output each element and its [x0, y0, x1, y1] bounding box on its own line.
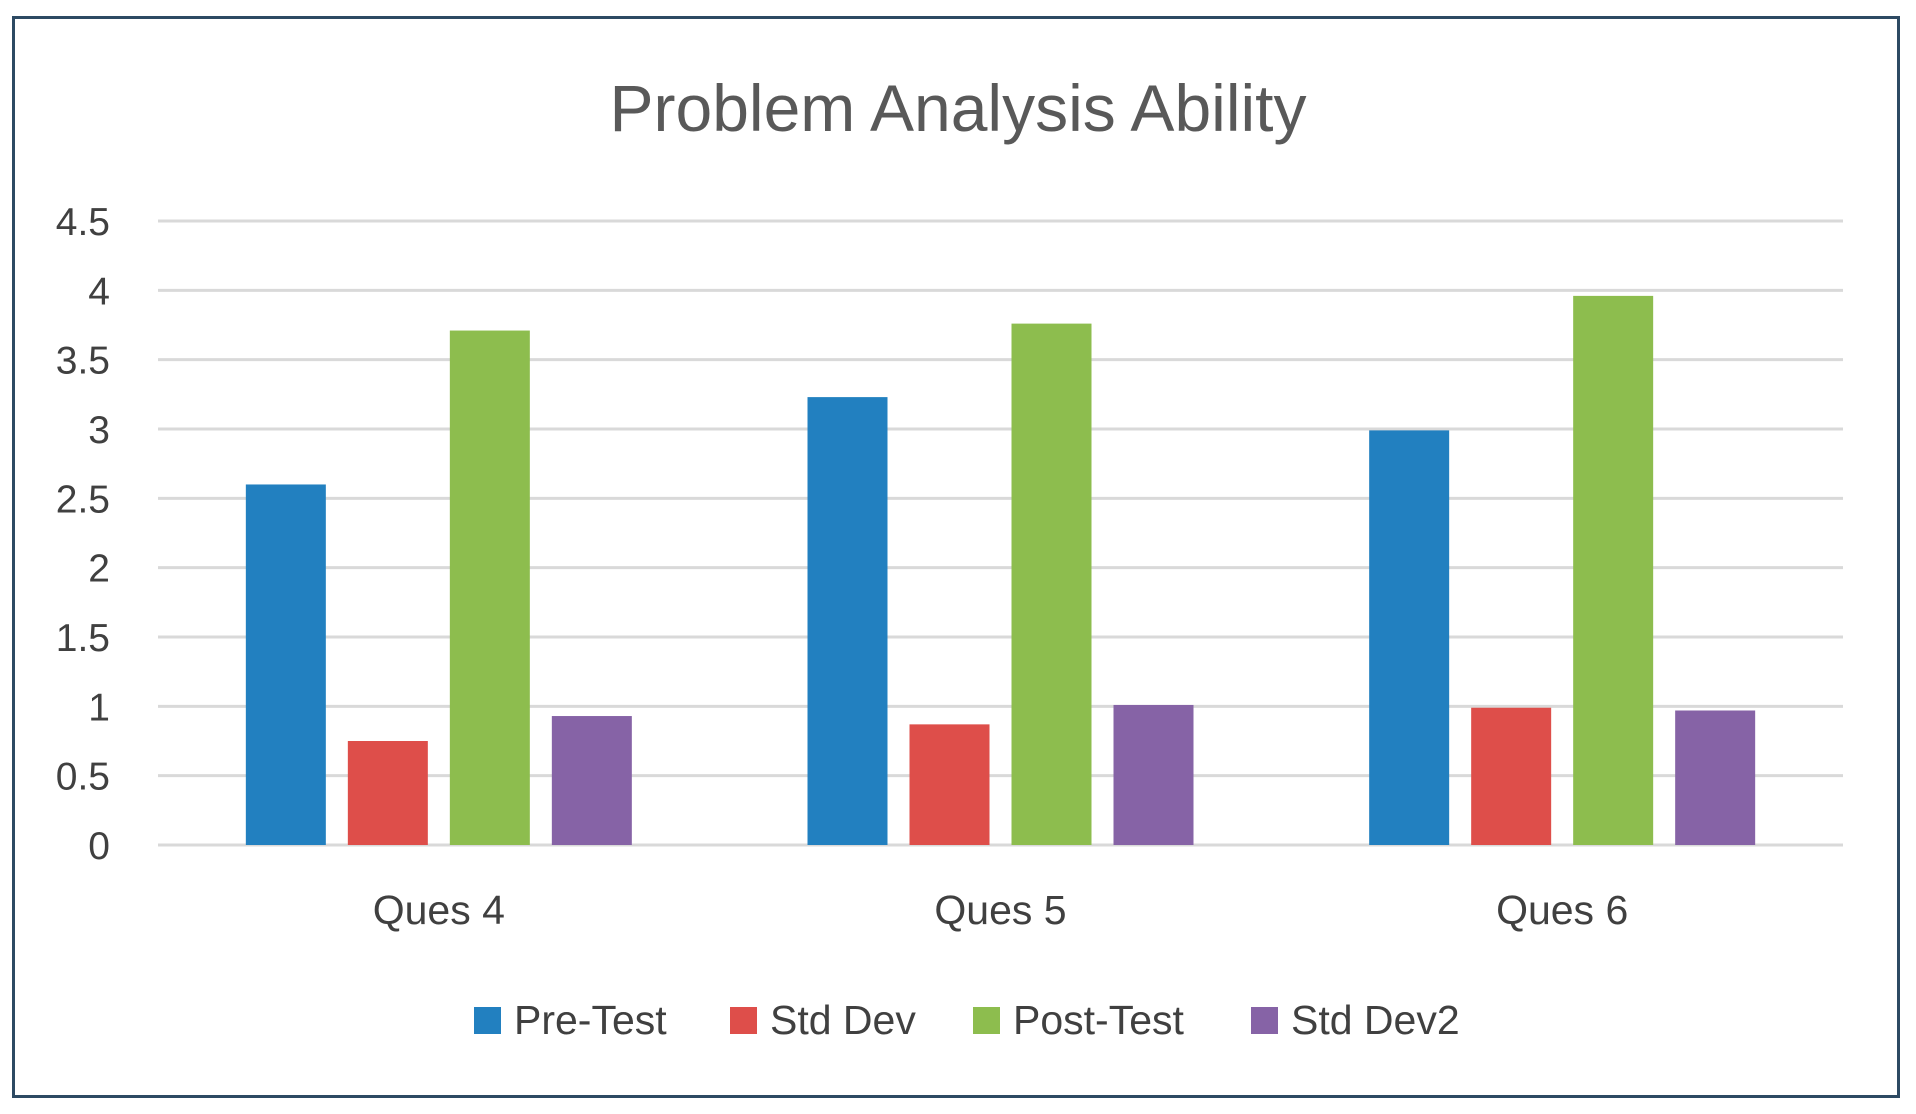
- y-tick-label: 3.5: [56, 340, 110, 383]
- legend-label: Std Dev: [770, 997, 916, 1043]
- bar-std-dev2-ques-5: [1113, 704, 1194, 845]
- y-tick-label: 1.5: [56, 617, 110, 660]
- x-tick-label: Ques 6: [1496, 887, 1628, 933]
- bar-pre-test-ques-5: [807, 397, 888, 845]
- y-tick-label: 3: [88, 409, 110, 452]
- legend-swatch: [1251, 1007, 1278, 1034]
- legend-swatch: [730, 1007, 757, 1034]
- y-tick-label: 4: [88, 270, 110, 313]
- legend: Pre-Test Std Dev Post-Test Std Dev2: [474, 997, 1460, 1043]
- y-tick-label: 2: [88, 548, 110, 591]
- legend-label: Std Dev2: [1291, 997, 1460, 1043]
- y-tick-label: 0.5: [56, 756, 110, 799]
- legend-swatch: [973, 1007, 1000, 1034]
- y-tick-label: 4.5: [56, 201, 110, 244]
- bar-std-dev-ques-6: [1471, 707, 1552, 845]
- bar-std-dev-ques-5: [909, 724, 990, 845]
- bar-pre-test-ques-4: [245, 484, 326, 845]
- x-tick-label: Ques 4: [373, 887, 505, 933]
- bar-post-test-ques-5: [1011, 323, 1092, 845]
- legend-swatch: [474, 1007, 501, 1034]
- legend-label: Post-Test: [1013, 997, 1184, 1043]
- y-tick-label: 0: [88, 825, 110, 868]
- bar-std-dev2-ques-4: [551, 716, 632, 845]
- bar-std-dev2-ques-6: [1675, 710, 1756, 845]
- y-tick-label: 2.5: [56, 478, 110, 521]
- y-tick-label: 1: [88, 686, 110, 729]
- bar-post-test-ques-4: [449, 330, 530, 846]
- bar-pre-test-ques-6: [1369, 430, 1450, 845]
- bar-post-test-ques-6: [1573, 295, 1654, 845]
- bar-std-dev-ques-4: [347, 741, 428, 845]
- chart-title: Problem Analysis Ability: [610, 71, 1307, 145]
- x-tick-label: Ques 5: [934, 887, 1066, 933]
- legend-label: Pre-Test: [514, 997, 667, 1043]
